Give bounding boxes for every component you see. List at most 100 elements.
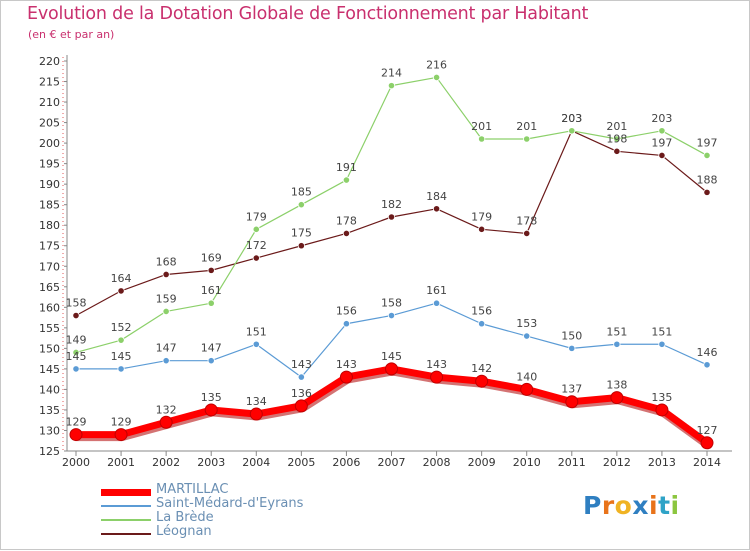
data-label: 137	[561, 383, 582, 396]
legend-swatch	[101, 519, 151, 521]
data-point	[249, 407, 263, 421]
data-point	[478, 225, 486, 233]
data-point	[658, 151, 666, 160]
data-point	[162, 307, 170, 316]
data-label: 169	[201, 251, 222, 264]
x-tick-label: 2012	[603, 456, 631, 469]
data-point	[162, 357, 170, 365]
y-tick-label: 190	[39, 178, 60, 191]
series-line-leognan	[75, 130, 708, 317]
data-label: 197	[697, 136, 718, 149]
data-label: 185	[291, 186, 312, 199]
data-point	[117, 287, 125, 295]
data-point	[568, 344, 576, 352]
data-point	[72, 348, 80, 357]
data-point	[387, 311, 396, 320]
data-label: 188	[697, 173, 718, 186]
y-tick-label: 195	[39, 158, 60, 171]
data-label: 159	[156, 292, 177, 305]
data-label: 149	[66, 333, 87, 346]
data-point	[297, 242, 305, 250]
data-point	[430, 370, 444, 384]
logo-letter: t	[658, 491, 671, 520]
data-label: 143	[336, 358, 357, 371]
data-point	[207, 266, 215, 274]
data-point	[523, 135, 531, 143]
x-tick-label: 2013	[648, 456, 676, 469]
data-label: 158	[381, 297, 402, 310]
logo-letter: P	[583, 491, 602, 520]
x-tick-label: 2001	[107, 456, 135, 469]
data-point	[117, 365, 125, 373]
legend-label: Saint-Médard-d'Eyrans	[156, 496, 304, 511]
logo-letter: x	[632, 491, 649, 520]
logo-letter: r	[601, 491, 615, 520]
data-label: 135	[651, 391, 672, 404]
data-point	[297, 373, 305, 381]
data-label: 156	[336, 305, 357, 318]
data-label: 129	[111, 416, 132, 429]
logo-letter: o	[614, 491, 633, 520]
data-label: 146	[697, 346, 718, 359]
data-point	[162, 270, 170, 279]
data-point	[658, 127, 666, 135]
y-tick-label: 185	[39, 199, 60, 212]
data-point	[523, 332, 531, 340]
y-tick-label: 130	[39, 424, 60, 437]
data-label: 201	[516, 120, 537, 133]
x-tick-label: 2002	[152, 456, 180, 469]
x-tick-label: 2006	[332, 456, 360, 469]
legend-swatch	[101, 533, 151, 535]
logo-letter: i	[649, 491, 659, 520]
y-tick-label: 165	[39, 281, 60, 294]
data-label: 161	[426, 284, 447, 297]
data-point	[703, 361, 711, 369]
data-point	[432, 205, 441, 213]
x-tick-label: 2011	[558, 456, 586, 469]
y-tick-label: 145	[39, 363, 60, 376]
y-tick-label: 125	[39, 445, 60, 458]
y-tick-label: 140	[39, 383, 60, 396]
data-label: 175	[291, 227, 312, 240]
data-point	[69, 428, 83, 442]
data-point	[387, 213, 396, 221]
data-point	[520, 382, 534, 396]
data-point	[385, 362, 398, 376]
data-label: 147	[156, 342, 177, 355]
data-label: 151	[651, 325, 672, 338]
data-label: 147	[201, 342, 222, 355]
y-tick-label: 205	[39, 117, 60, 130]
data-label: 178	[516, 214, 537, 227]
y-tick-label: 160	[39, 301, 60, 314]
y-tick-label: 150	[39, 342, 60, 355]
x-tick-label: 2007	[378, 456, 406, 469]
y-tick-label: 220	[39, 55, 60, 68]
legend-swatch	[101, 489, 151, 496]
data-point	[339, 370, 353, 384]
legend-label: Léognan	[156, 524, 212, 539]
data-label: 127	[697, 424, 718, 437]
data-point	[207, 357, 215, 365]
data-label: 182	[381, 198, 402, 211]
data-point	[252, 340, 260, 348]
data-label: 184	[426, 190, 447, 203]
data-point	[342, 229, 351, 238]
data-point	[297, 201, 305, 209]
data-label: 203	[651, 112, 672, 125]
chart-subtitle: (en € et par an)	[28, 28, 115, 41]
data-label: 153	[516, 317, 537, 330]
data-point	[523, 229, 531, 238]
data-label: 197	[651, 136, 672, 149]
data-point	[117, 336, 125, 344]
data-point	[568, 127, 576, 135]
data-label: 201	[606, 120, 627, 133]
data-point	[432, 73, 441, 82]
y-tick-label: 215	[39, 76, 60, 89]
data-label: 143	[426, 358, 447, 371]
data-label: 178	[336, 214, 357, 227]
y-tick-label: 200	[39, 137, 60, 150]
data-label: 143	[291, 358, 312, 371]
x-tick-label: 2003	[197, 456, 225, 469]
